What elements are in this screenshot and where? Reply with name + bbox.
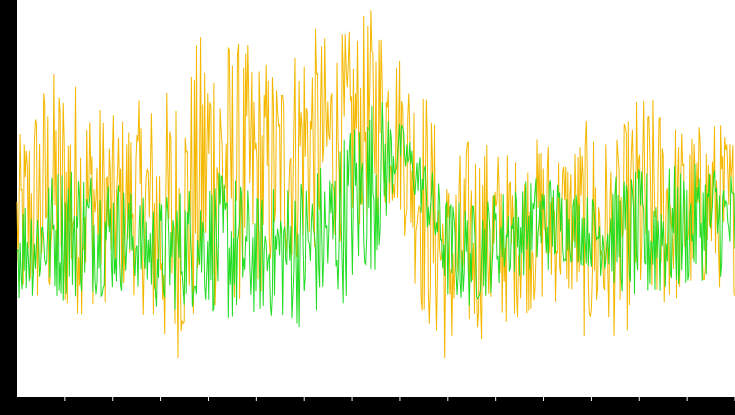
x-tick-label: 14:13 xyxy=(625,404,654,415)
x-tick-label: 14:14 xyxy=(673,404,702,415)
x-tick-label: 14:04 xyxy=(194,404,223,415)
y-tick-label: 1476 xyxy=(4,186,15,211)
x-tick-label: 14:07 xyxy=(338,404,367,415)
x-tick-label: 14:06 xyxy=(290,404,319,415)
x-tick-label: 14:01 xyxy=(50,404,79,415)
x-tick-label: 14 xyxy=(721,404,734,415)
x-tick-label: 14:05 xyxy=(242,404,271,415)
y-tick-label: 0 xyxy=(4,391,15,397)
x-axis-band xyxy=(0,397,735,415)
y-tick-label: 2067 xyxy=(4,106,15,131)
y-tick-label: 2953 xyxy=(4,0,15,13)
y-axis-ticks: 0 295 590 885 1181 1476 1771 2067 2362 2657 2953 xyxy=(4,0,15,397)
series-2-line xyxy=(16,101,735,328)
series-1 xyxy=(16,10,735,359)
x-tick-label: 14:03 xyxy=(146,404,175,415)
y-axis-band xyxy=(0,0,17,415)
x-tick-label: 14:10 xyxy=(481,404,510,415)
series-1-line xyxy=(16,10,735,359)
series-2 xyxy=(16,101,735,328)
y-tick-label: 1771 xyxy=(4,146,15,171)
x-tick-label: 14:09 xyxy=(433,404,462,415)
x-tick-label: 14:08 xyxy=(386,404,415,415)
x-tick-label: 14:02 xyxy=(98,404,127,415)
x-tick-label: 14:12 xyxy=(577,404,606,415)
y-tick-label: 885 xyxy=(4,268,15,287)
y-tick-label: 295 xyxy=(4,348,15,367)
y-tick-label: 590 xyxy=(4,308,15,327)
y-tick-label: 2657 xyxy=(4,27,15,52)
series-layer xyxy=(16,10,735,359)
x-axis-ticks: 14:01 14:02 14:03 14:04 14:05 14:06 14:07 14:08… xyxy=(50,397,735,415)
y-tick-label: 2362 xyxy=(4,67,15,92)
x-tick-label: 14:11 xyxy=(529,404,558,415)
y-tick-label: 1181 xyxy=(4,225,15,250)
